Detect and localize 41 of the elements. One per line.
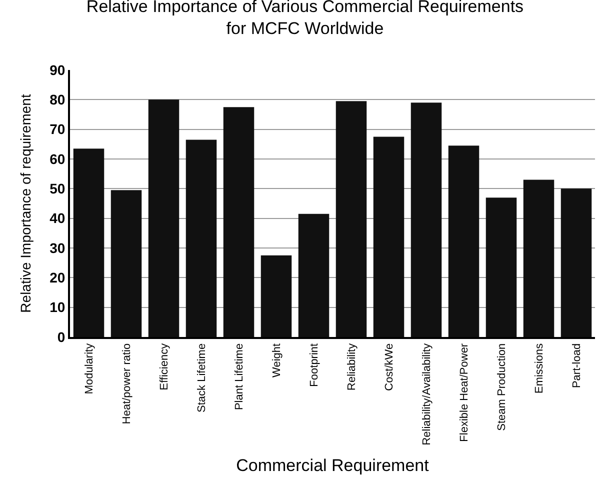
bar — [486, 198, 517, 337]
y-tick-label: 90 — [50, 62, 66, 78]
x-tick-label: Emissions — [533, 342, 546, 394]
y-tick-label: 70 — [50, 121, 66, 138]
bar — [448, 146, 480, 337]
bar — [373, 136, 404, 337]
bar — [298, 214, 330, 337]
x-tick-label: Heat/power ratio — [120, 343, 133, 424]
x-tick-label: Steam Production — [496, 343, 508, 431]
x-tick-label: Reliability — [346, 342, 358, 390]
bar — [110, 190, 142, 337]
y-tick-label: 10 — [50, 299, 66, 316]
y-tick-label: 40 — [50, 210, 66, 226]
bar — [148, 100, 180, 337]
y-tick-label: 60 — [50, 150, 66, 167]
bar — [523, 180, 554, 337]
y-axis-title: Relative Importance of requirement — [18, 94, 34, 313]
x-axis-title: Commercial Requirement — [236, 456, 430, 476]
x-tick-label: Footprint — [308, 343, 320, 387]
x-tick-label: Plant Lifetime — [233, 343, 246, 410]
bar — [260, 255, 292, 337]
x-tick-label: Flexible Heat/Power — [458, 343, 470, 442]
x-tick-label: Stack Lifetime — [196, 343, 208, 412]
bar — [560, 188, 592, 337]
y-tick-label: 80 — [50, 92, 66, 108]
bar — [336, 101, 367, 337]
y-tick-label: 50 — [50, 180, 66, 197]
x-tick-label: Modularity — [83, 342, 96, 394]
x-tick-label: Efficiency — [158, 342, 170, 390]
y-tick-label: 20 — [50, 270, 66, 286]
bar — [73, 148, 104, 337]
y-tick-label: 30 — [50, 240, 66, 256]
x-tick-label: Reliability/Availability — [420, 342, 433, 446]
x-tick-label: Part-load — [570, 343, 583, 388]
chart-title: Relative Importance of Various Commercial Requirements for MCFC Worldwide — [86, 0, 524, 38]
bar — [186, 140, 217, 337]
bar — [223, 107, 254, 337]
y-tick-label: 0 — [57, 328, 66, 345]
x-tick-label: Weight — [270, 343, 283, 378]
bar — [410, 102, 442, 337]
x-tick-label: Cost/kWe — [383, 343, 396, 391]
